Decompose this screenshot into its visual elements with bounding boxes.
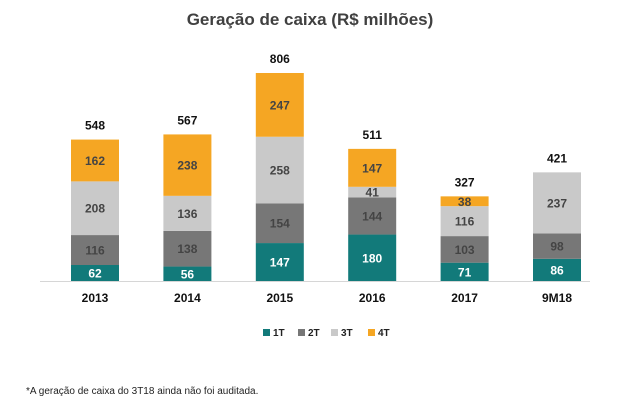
data-label-2014-4T: 238 — [177, 159, 197, 173]
data-label-2016-2T: 144 — [362, 209, 382, 223]
bar-2015-2T — [255, 203, 304, 244]
data-label-2015-3T: 258 — [270, 164, 290, 178]
data-label-9M18-2T: 98 — [550, 240, 564, 254]
data-label-2014-3T: 136 — [177, 207, 197, 221]
data-label-2017-4T: 38 — [458, 195, 472, 209]
data-label-2013-3T: 208 — [85, 202, 105, 216]
total-label-2016: 511 — [363, 128, 383, 142]
bar-2013-2T — [71, 235, 119, 265]
total-label-9M18: 421 — [547, 151, 567, 165]
total-label-2017: 327 — [455, 176, 475, 190]
bar-2016-2T — [348, 197, 397, 235]
data-label-2017-3T: 116 — [455, 215, 475, 229]
legend-label-3T: 3T — [341, 328, 353, 339]
bar-2013-4T — [71, 139, 119, 182]
bar-2015-4T — [255, 73, 304, 137]
data-label-2016-1T: 180 — [362, 251, 382, 265]
total-label-2013: 548 — [85, 119, 105, 133]
bar-9M18-2T — [533, 233, 581, 259]
x-tick-label-2017: 2017 — [451, 291, 478, 305]
legend-swatch-2T — [298, 329, 305, 336]
bar-2017-4T — [440, 196, 489, 207]
bar-2014-3T — [163, 195, 212, 231]
legend-swatch-4T — [368, 329, 375, 336]
data-label-2015-2T: 154 — [270, 217, 290, 231]
bar-2014-4T — [163, 134, 212, 196]
data-label-2017-2T: 103 — [455, 243, 475, 257]
bar-2016-1T — [348, 234, 397, 281]
data-label-2013-4T: 162 — [85, 154, 105, 168]
total-label-2015: 806 — [270, 52, 290, 66]
bar-2015-1T — [255, 243, 304, 281]
data-label-9M18-1T: 86 — [550, 263, 564, 277]
bar-2017-3T — [440, 206, 489, 237]
x-tick-label-2014: 2014 — [174, 291, 201, 305]
x-tick-label-2016: 2016 — [359, 291, 386, 305]
chart-title: Geração de caixa (R$ milhões) — [186, 10, 434, 29]
legend-swatch-3T — [331, 329, 338, 336]
data-label-2017-1T: 71 — [458, 265, 472, 279]
bar-2014-2T — [163, 230, 212, 267]
bar-2016-3T — [348, 186, 397, 198]
legend-label-4T: 4T — [378, 328, 390, 339]
legend-swatch-1T — [263, 329, 270, 336]
data-label-2013-2T: 116 — [85, 244, 105, 258]
bar-2017-2T — [440, 236, 489, 263]
bar-2015-3T — [255, 136, 304, 204]
bar-2017-1T — [440, 262, 489, 281]
data-label-9M18-3T: 237 — [547, 196, 567, 210]
data-label-2015-1T: 147 — [270, 256, 290, 270]
bar-9M18-3T — [533, 172, 581, 234]
data-label-2015-4T: 247 — [270, 98, 290, 112]
data-label-2014-1T: 56 — [181, 267, 195, 281]
x-tick-label-9M18: 9M18 — [542, 291, 572, 305]
x-tick-label-2013: 2013 — [82, 291, 109, 305]
legend-label-2T: 2T — [308, 328, 320, 339]
bar-2014-1T — [163, 266, 212, 281]
bar-9M18-1T — [533, 258, 581, 281]
footnote: *A geração de caixa do 3T18 ainda não fo… — [26, 386, 259, 397]
bar-2016-4T — [348, 148, 397, 187]
data-label-2016-3T: 41 — [366, 186, 380, 200]
x-tick-label-2015: 2015 — [266, 291, 293, 305]
data-label-2014-2T: 138 — [177, 242, 197, 256]
legend-label-1T: 1T — [273, 328, 285, 339]
data-label-2016-4T: 147 — [362, 161, 382, 175]
bar-2013-3T — [71, 181, 119, 236]
bar-2013-1T — [71, 265, 119, 281]
data-label-2013-1T: 62 — [88, 267, 102, 281]
total-label-2014: 567 — [177, 114, 197, 128]
